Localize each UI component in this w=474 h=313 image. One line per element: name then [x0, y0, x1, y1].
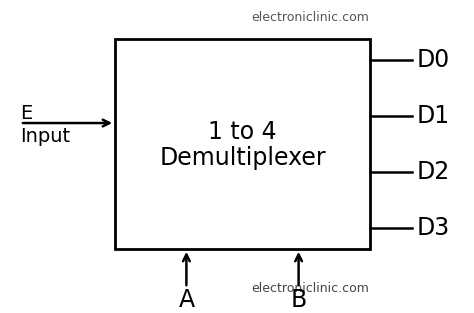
Text: Demultiplexer: Demultiplexer: [159, 146, 326, 170]
Text: Input: Input: [20, 127, 70, 146]
Text: 1 to 4: 1 to 4: [208, 120, 277, 144]
Bar: [115, 39, 370, 249]
Text: electroniclinic.com: electroniclinic.com: [251, 11, 369, 24]
Text: A: A: [178, 288, 194, 312]
Text: E: E: [20, 104, 32, 123]
Text: B: B: [291, 288, 307, 312]
Text: electroniclinic.com: electroniclinic.com: [251, 282, 369, 295]
Text: D3: D3: [417, 216, 450, 240]
Text: D2: D2: [417, 160, 450, 184]
Text: D1: D1: [417, 104, 450, 128]
Text: D0: D0: [417, 48, 450, 72]
